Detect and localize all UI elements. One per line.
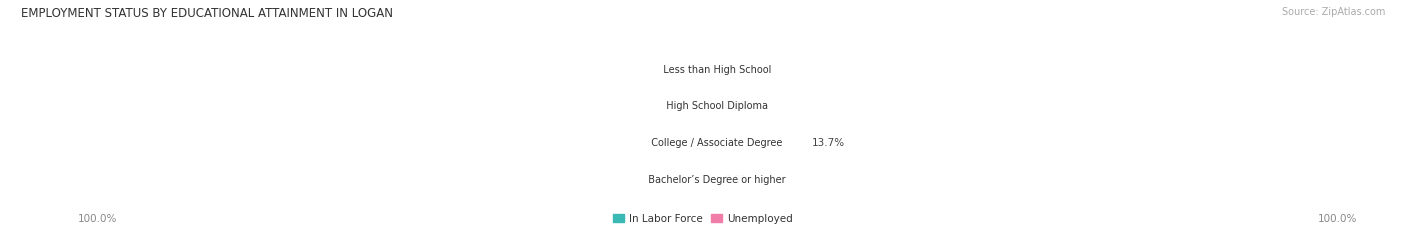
Text: EMPLOYMENT STATUS BY EDUCATIONAL ATTAINMENT IN LOGAN: EMPLOYMENT STATUS BY EDUCATIONAL ATTAINM… <box>21 7 394 20</box>
Text: 48.8%: 48.8% <box>544 65 578 75</box>
Text: 59.8%: 59.8% <box>509 101 543 111</box>
Text: College / Associate Degree: College / Associate Degree <box>645 138 789 148</box>
Text: 0.0%: 0.0% <box>724 175 751 185</box>
Legend: In Labor Force, Unemployed: In Labor Force, Unemployed <box>609 210 797 228</box>
Text: Source: ZipAtlas.com: Source: ZipAtlas.com <box>1281 7 1385 17</box>
Text: 0.0%: 0.0% <box>724 101 751 111</box>
Text: Less than High School: Less than High School <box>657 65 778 75</box>
Text: 95.8%: 95.8% <box>1007 65 1040 75</box>
Text: 83.4%: 83.4% <box>433 175 467 185</box>
Text: 83.2%: 83.2% <box>434 138 467 148</box>
Text: 100.0%: 100.0% <box>77 214 117 224</box>
Text: 13.7%: 13.7% <box>811 138 845 148</box>
Text: Bachelor’s Degree or higher: Bachelor’s Degree or higher <box>643 175 792 185</box>
Text: High School Diploma: High School Diploma <box>659 101 775 111</box>
Text: 100.0%: 100.0% <box>1317 214 1357 224</box>
